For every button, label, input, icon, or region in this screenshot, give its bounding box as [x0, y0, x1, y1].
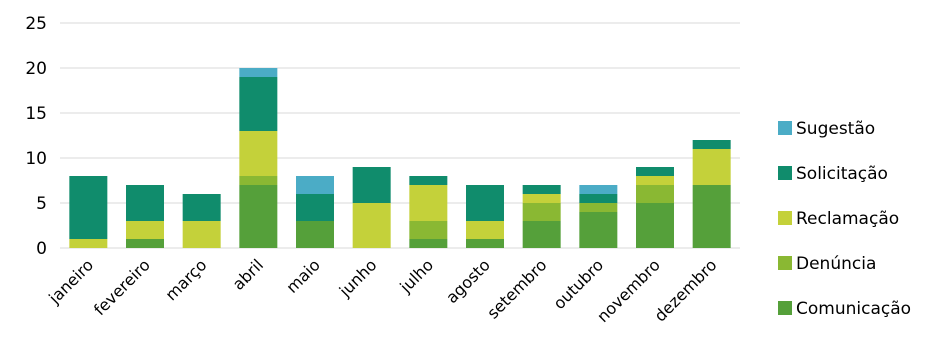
x-tick-label: janeiro [44, 255, 97, 308]
bar-segment-denúncia-abril [239, 176, 278, 185]
legend-label: Reclamação [796, 209, 899, 229]
legend-swatch [778, 166, 792, 180]
bar-segment-comunicação-dezembro [692, 185, 731, 248]
legend-swatch [778, 211, 792, 225]
legend-label: Denúncia [796, 254, 876, 274]
bar-segment-denúncia-outubro [579, 203, 618, 212]
bar-segment-reclamação-abril [239, 131, 278, 176]
legend-swatch [778, 256, 792, 270]
legend-swatch [778, 301, 792, 315]
legend-label: Solicitação [796, 164, 888, 184]
y-tick-label: 5 [36, 194, 47, 214]
y-tick-label: 0 [36, 239, 47, 259]
legend-swatch [778, 121, 792, 135]
x-tick-label: outubro [550, 255, 608, 313]
bar-segment-reclamação-março [182, 221, 221, 248]
legend-item-solicitação: Solicitação [778, 164, 888, 184]
bar-segment-solicitação-novembro [636, 167, 674, 176]
bar-segment-solicitação-dezembro [692, 140, 731, 149]
y-tick-label: 25 [25, 14, 47, 34]
legend-item-comunicação: Comunicação [778, 299, 911, 319]
bar-segment-reclamação-junho [352, 203, 391, 248]
bar-segment-comunicação-setembro [522, 221, 561, 248]
legend-item-sugestão: Sugestão [778, 119, 875, 139]
bar-segment-reclamação-setembro [522, 194, 561, 203]
bar-segment-reclamação-fevereiro [126, 221, 164, 239]
bar-segment-solicitação-junho [352, 167, 391, 203]
x-tick-label: dezembro [650, 255, 720, 325]
bar-segment-comunicação-julho [409, 239, 448, 248]
bar-segment-sugestão-maio [296, 176, 334, 194]
x-tick-label: julho [395, 255, 437, 297]
bar-segment-sugestão-abril [239, 68, 278, 77]
bar-segment-reclamação-agosto [466, 221, 504, 239]
bar-segment-comunicação-maio [296, 221, 334, 248]
bar-segment-sugestão-outubro [579, 185, 618, 194]
bar-segment-solicitação-agosto [466, 185, 504, 221]
bar-segment-reclamação-janeiro [69, 239, 108, 248]
bar-segment-denúncia-julho [409, 221, 448, 239]
bar-segment-solicitação-março [182, 194, 221, 221]
bars [69, 68, 731, 248]
bar-segment-solicitação-setembro [522, 185, 561, 194]
bar-segment-reclamação-julho [409, 185, 448, 221]
bar-segment-denúncia-novembro [636, 185, 674, 203]
legend-item-reclamação: Reclamação [778, 209, 899, 229]
bar-segment-comunicação-outubro [579, 212, 618, 248]
bar-segment-solicitação-maio [296, 194, 334, 221]
legend-item-denúncia: Denúncia [778, 254, 876, 274]
y-tick-label: 10 [25, 149, 47, 169]
bar-segment-comunicação-abril [239, 185, 278, 248]
legend: Sugestão Solicitação Reclamação Denúncia Com… [778, 119, 911, 319]
x-tick-label: setembro [483, 255, 550, 322]
x-tick-label: junho [335, 255, 381, 301]
y-tick-label: 20 [25, 59, 47, 79]
gridlines [60, 22, 740, 249]
y-axis-ticks: 0 5 10 15 20 25 [25, 14, 47, 259]
bar-segment-solicitação-julho [409, 176, 448, 185]
bar-segment-solicitação-janeiro [69, 176, 108, 239]
bar-segment-solicitação-fevereiro [126, 185, 164, 221]
bar-segment-reclamação-dezembro [692, 149, 731, 185]
bar-segment-reclamação-novembro [636, 176, 674, 185]
x-tick-label: março [162, 255, 211, 304]
x-tick-label: maio [282, 255, 323, 296]
y-tick-label: 15 [25, 104, 47, 124]
legend-label: Comunicação [796, 299, 911, 319]
bar-segment-comunicação-fevereiro [126, 239, 164, 248]
x-tick-label: fevereiro [90, 255, 154, 319]
bar-segment-solicitação-abril [239, 77, 278, 131]
bar-segment-solicitação-outubro [579, 194, 618, 203]
legend-label: Sugestão [796, 119, 875, 139]
x-tick-label: abril [229, 255, 267, 293]
bar-segment-comunicação-novembro [636, 203, 674, 248]
bar-segment-denúncia-setembro [522, 203, 561, 221]
bar-segment-comunicação-agosto [466, 239, 504, 248]
x-tick-label: agosto [442, 255, 494, 307]
